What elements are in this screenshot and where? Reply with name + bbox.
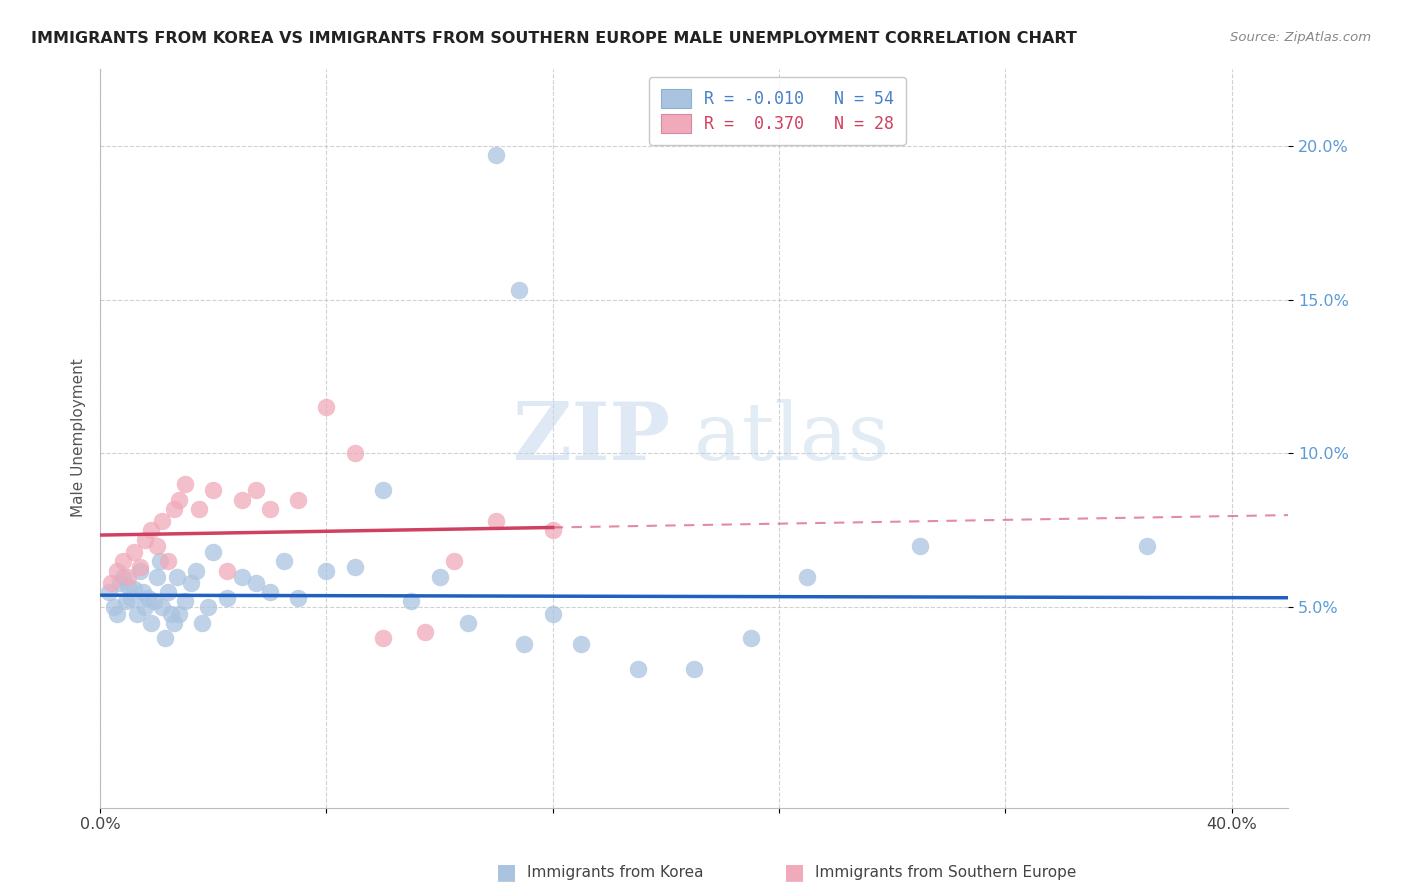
Point bbox=[128, 560, 150, 574]
Point bbox=[429, 570, 451, 584]
Text: ■: ■ bbox=[785, 863, 804, 882]
Point bbox=[191, 615, 214, 630]
Point bbox=[343, 446, 366, 460]
Point bbox=[174, 594, 197, 608]
Point bbox=[180, 575, 202, 590]
Point bbox=[111, 554, 134, 568]
Point bbox=[114, 594, 136, 608]
Point bbox=[100, 575, 122, 590]
Point bbox=[508, 283, 530, 297]
Point bbox=[415, 625, 437, 640]
Point bbox=[134, 533, 156, 547]
Point bbox=[371, 632, 394, 646]
Y-axis label: Male Unemployment: Male Unemployment bbox=[72, 359, 86, 517]
Point bbox=[97, 585, 120, 599]
Point bbox=[245, 575, 267, 590]
Point bbox=[163, 502, 186, 516]
Point bbox=[273, 554, 295, 568]
Point bbox=[202, 545, 225, 559]
Point bbox=[108, 575, 131, 590]
Legend: R = -0.010   N = 54, R =  0.370   N = 28: R = -0.010 N = 54, R = 0.370 N = 28 bbox=[650, 77, 905, 145]
Point bbox=[217, 591, 239, 606]
Point bbox=[259, 502, 281, 516]
Text: ■: ■ bbox=[496, 863, 516, 882]
Point bbox=[1136, 539, 1159, 553]
Point bbox=[134, 600, 156, 615]
Point bbox=[443, 554, 465, 568]
Text: Immigrants from Korea: Immigrants from Korea bbox=[527, 865, 704, 880]
Point bbox=[740, 632, 762, 646]
Point bbox=[169, 492, 191, 507]
Point bbox=[188, 502, 211, 516]
Point bbox=[315, 564, 337, 578]
Point bbox=[136, 591, 159, 606]
Point bbox=[186, 564, 208, 578]
Point bbox=[111, 570, 134, 584]
Text: IMMIGRANTS FROM KOREA VS IMMIGRANTS FROM SOUTHERN EUROPE MALE UNEMPLOYMENT CORRE: IMMIGRANTS FROM KOREA VS IMMIGRANTS FROM… bbox=[31, 31, 1077, 46]
Point bbox=[153, 632, 176, 646]
Point bbox=[145, 570, 167, 584]
Point bbox=[139, 615, 162, 630]
Point bbox=[166, 570, 188, 584]
Point bbox=[796, 570, 818, 584]
Text: Immigrants from Southern Europe: Immigrants from Southern Europe bbox=[815, 865, 1077, 880]
Point bbox=[259, 585, 281, 599]
Point bbox=[197, 600, 219, 615]
Point bbox=[626, 662, 648, 676]
Point bbox=[145, 539, 167, 553]
Point bbox=[401, 594, 423, 608]
Point bbox=[569, 637, 592, 651]
Point bbox=[105, 564, 128, 578]
Text: Source: ZipAtlas.com: Source: ZipAtlas.com bbox=[1230, 31, 1371, 45]
Point bbox=[157, 585, 180, 599]
Point bbox=[150, 600, 173, 615]
Point bbox=[157, 554, 180, 568]
Point bbox=[169, 607, 191, 621]
Point bbox=[139, 524, 162, 538]
Point bbox=[174, 477, 197, 491]
Point bbox=[457, 615, 479, 630]
Point bbox=[541, 524, 564, 538]
Point bbox=[245, 483, 267, 498]
Point bbox=[163, 615, 186, 630]
Point bbox=[287, 591, 309, 606]
Point bbox=[120, 591, 142, 606]
Point bbox=[150, 514, 173, 528]
Point bbox=[231, 492, 253, 507]
Point bbox=[485, 147, 508, 161]
Point bbox=[131, 585, 153, 599]
Point bbox=[202, 483, 225, 498]
Point bbox=[315, 401, 337, 415]
Point bbox=[122, 545, 145, 559]
Point bbox=[148, 554, 170, 568]
Point bbox=[117, 570, 139, 584]
Point bbox=[371, 483, 394, 498]
Point bbox=[910, 539, 932, 553]
Point bbox=[343, 560, 366, 574]
Point bbox=[287, 492, 309, 507]
Point bbox=[122, 582, 145, 596]
Point bbox=[513, 637, 536, 651]
Point bbox=[683, 662, 706, 676]
Text: ZIP: ZIP bbox=[513, 399, 671, 477]
Point bbox=[142, 594, 165, 608]
Point bbox=[217, 564, 239, 578]
Point bbox=[128, 564, 150, 578]
Point bbox=[125, 607, 148, 621]
Point bbox=[485, 514, 508, 528]
Point bbox=[105, 607, 128, 621]
Point bbox=[231, 570, 253, 584]
Point bbox=[541, 607, 564, 621]
Point bbox=[103, 600, 125, 615]
Point bbox=[160, 607, 183, 621]
Text: atlas: atlas bbox=[695, 399, 890, 477]
Point bbox=[117, 579, 139, 593]
